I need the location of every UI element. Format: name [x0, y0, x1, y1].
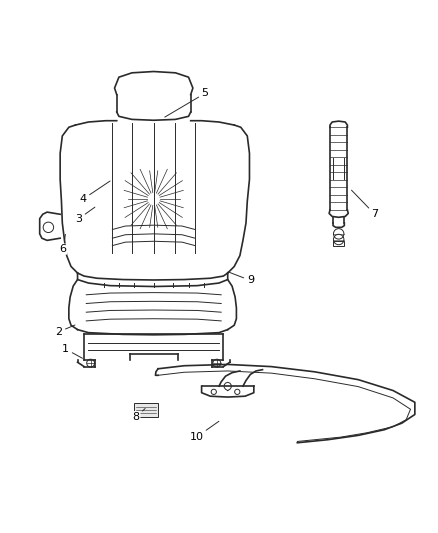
- Text: 2: 2: [55, 325, 75, 337]
- Text: 8: 8: [133, 408, 145, 422]
- Text: 7: 7: [352, 190, 378, 219]
- Text: 3: 3: [75, 207, 95, 224]
- Text: 1: 1: [62, 344, 82, 358]
- Text: 5: 5: [165, 88, 208, 117]
- Text: 6: 6: [60, 235, 67, 254]
- Text: 10: 10: [189, 421, 219, 442]
- FancyBboxPatch shape: [134, 403, 158, 417]
- Text: 9: 9: [228, 272, 254, 286]
- Text: 4: 4: [80, 181, 110, 204]
